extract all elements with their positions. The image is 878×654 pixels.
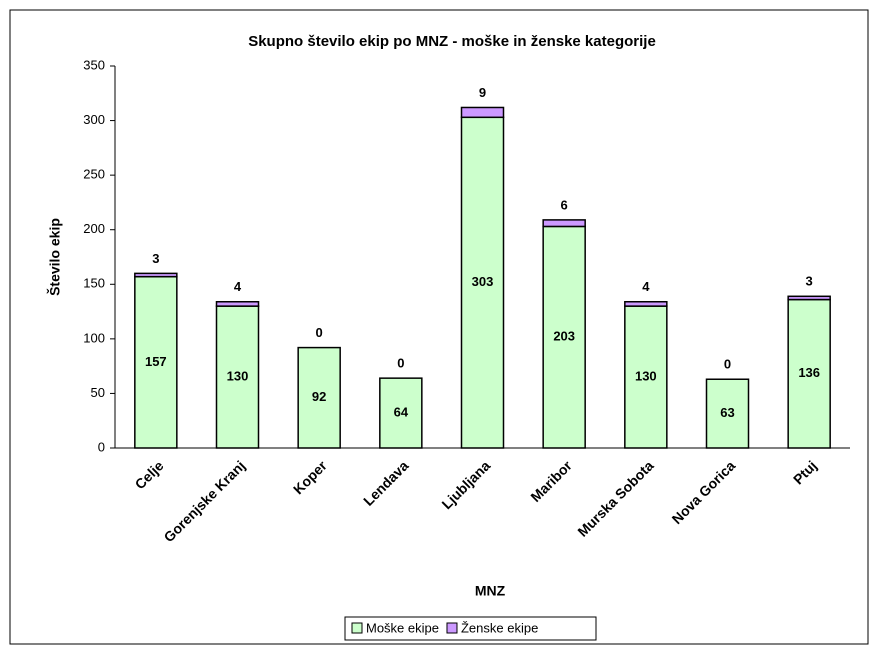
y-tick-label: 0 (98, 439, 105, 454)
bar-segment (215, 305, 260, 449)
data-label: 130 (635, 368, 657, 383)
data-label: 64 (394, 405, 409, 420)
bar-segment (542, 225, 586, 449)
data-label: 63 (720, 405, 734, 420)
bar-segment (787, 295, 831, 301)
data-label: 0 (724, 357, 731, 372)
data-label: 4 (234, 279, 242, 294)
data-label: 203 (553, 329, 575, 344)
data-label: 3 (152, 251, 159, 266)
y-tick-label: 350 (83, 57, 105, 72)
legend-label: Ženske ekipe (461, 620, 538, 635)
data-label: 6 (561, 197, 568, 212)
bar-segment (624, 300, 668, 307)
data-label: 0 (397, 356, 404, 371)
data-label: 92 (312, 389, 326, 404)
legend-swatch (446, 622, 458, 634)
data-label: 4 (642, 279, 650, 294)
data-label: 130 (227, 368, 249, 383)
y-tick-label: 100 (83, 330, 105, 345)
data-label: 0 (316, 325, 323, 340)
bar-segment (297, 346, 341, 449)
x-axis-title: MNZ (475, 583, 506, 599)
data-label: 9 (479, 85, 486, 100)
bar-segment (460, 116, 505, 449)
bar-segment (215, 300, 260, 307)
y-tick-label: 300 (83, 112, 105, 127)
data-label: 136 (798, 365, 820, 380)
data-label: 3 (806, 274, 813, 289)
legend-label: Moške ekipe (366, 620, 439, 635)
y-tick-label: 250 (83, 167, 105, 182)
y-tick-label: 50 (91, 385, 105, 400)
bar-segment (134, 272, 178, 278)
y-tick-label: 150 (83, 276, 105, 291)
legend-swatch (351, 622, 363, 634)
bar-segment (542, 219, 586, 228)
data-label: 303 (472, 274, 494, 289)
bar-segment (705, 378, 750, 449)
bar-segment (134, 275, 178, 449)
data-label: 157 (145, 354, 167, 369)
legend-box (344, 616, 597, 641)
y-axis-title: Število ekip (46, 218, 63, 296)
bar-segment (787, 298, 831, 449)
chart-title: Skupno število ekip po MNZ - moške in že… (248, 33, 656, 50)
y-tick-label: 200 (83, 221, 105, 236)
bar-segment (460, 106, 505, 119)
bar-segment (379, 377, 423, 449)
